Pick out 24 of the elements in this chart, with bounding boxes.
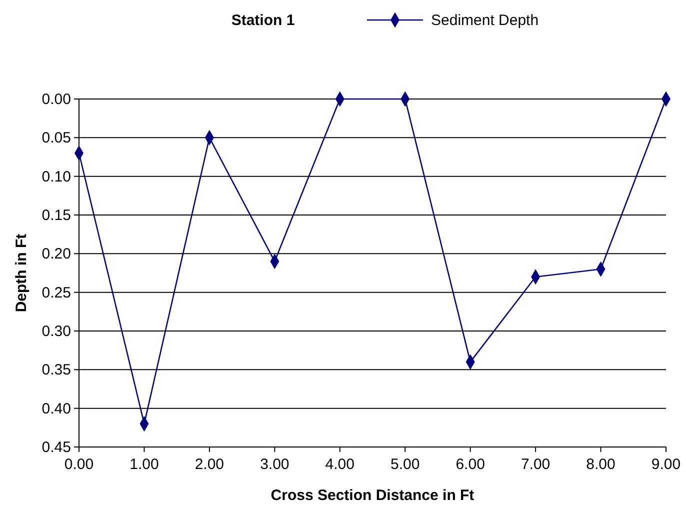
x-tick-label: 1.00 bbox=[130, 456, 159, 473]
x-tick-label: 6.00 bbox=[456, 456, 485, 473]
x-tick-label: 3.00 bbox=[260, 456, 290, 473]
y-tick-label: 0.00 bbox=[42, 91, 71, 108]
x-tick-label: 8.00 bbox=[586, 456, 616, 473]
y-tick-label: 0.10 bbox=[42, 168, 71, 186]
y-axis-title: Depth in Ft bbox=[13, 234, 30, 312]
x-tick-label: 5.00 bbox=[390, 456, 420, 473]
y-tick-label: 0.45 bbox=[42, 439, 71, 456]
y-tick-label: 0.15 bbox=[42, 207, 71, 224]
y-tick-label: 0.40 bbox=[42, 400, 71, 418]
y-tick-label: 0.25 bbox=[42, 284, 71, 302]
x-axis-title: Cross Section Distance in Ft bbox=[270, 487, 474, 504]
chart-title: Station 1 bbox=[231, 12, 295, 29]
x-tick-label: 2.00 bbox=[194, 456, 224, 473]
x-tick-label: 4.00 bbox=[325, 456, 354, 473]
y-tick-label: 0.05 bbox=[42, 130, 71, 147]
y-tick-label: 0.35 bbox=[42, 362, 71, 379]
legend-label: Sediment Depth bbox=[431, 12, 539, 29]
x-tick-label: 9.00 bbox=[651, 456, 681, 473]
y-tick-label: 0.30 bbox=[42, 323, 71, 340]
y-tick-label: 0.20 bbox=[42, 246, 71, 263]
x-tick-label: 0.00 bbox=[64, 456, 94, 473]
x-tick-label: 7.00 bbox=[520, 456, 550, 473]
